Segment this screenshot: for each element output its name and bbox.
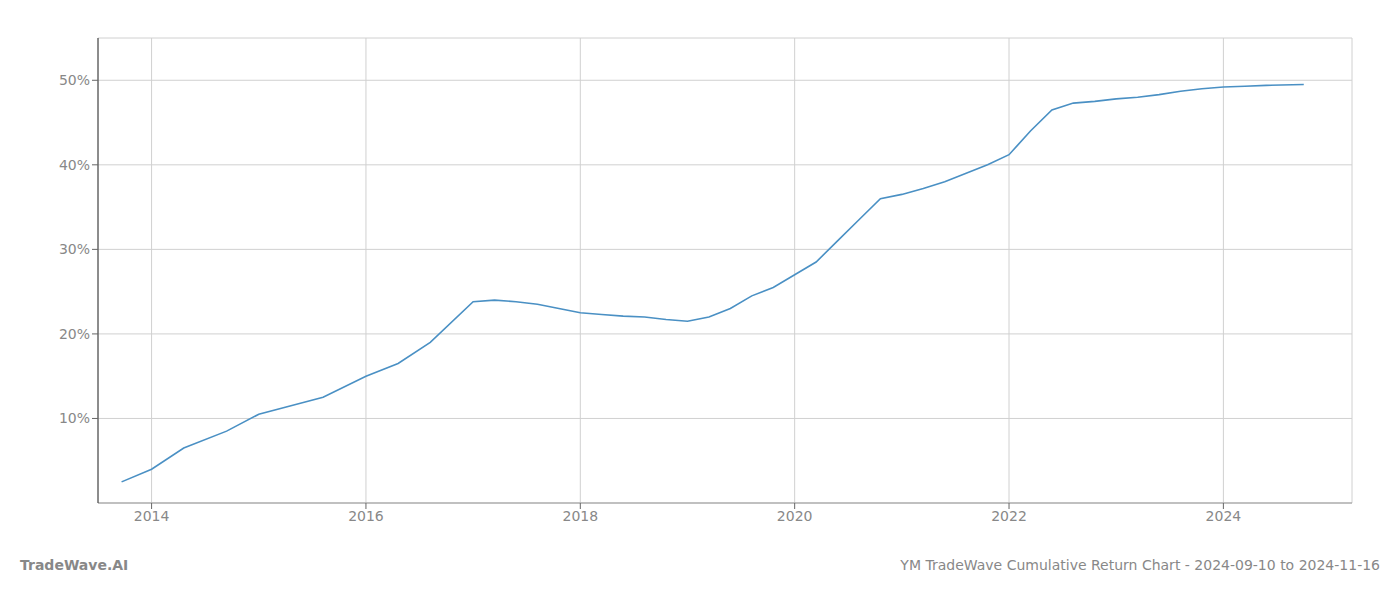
svg-text:2022: 2022 [991,508,1027,524]
svg-text:20%: 20% [59,326,90,342]
svg-text:2014: 2014 [134,508,170,524]
html-text:YM TradeWave Cumulative Return: YM TradeWave Cumulative Return Chart - 2… [900,557,1380,573]
svg-text:2020: 2020 [777,508,813,524]
html-text:TradeWave.AI: TradeWave.AI [20,557,129,573]
svg-text:2018: 2018 [562,508,598,524]
svg-text:10%: 10% [59,410,90,426]
svg-text:2024: 2024 [1206,508,1242,524]
svg-text:40%: 40% [59,157,90,173]
svg-text:2016: 2016 [348,508,384,524]
svg-text:30%: 30% [59,241,90,257]
svg-text:50%: 50% [59,72,90,88]
